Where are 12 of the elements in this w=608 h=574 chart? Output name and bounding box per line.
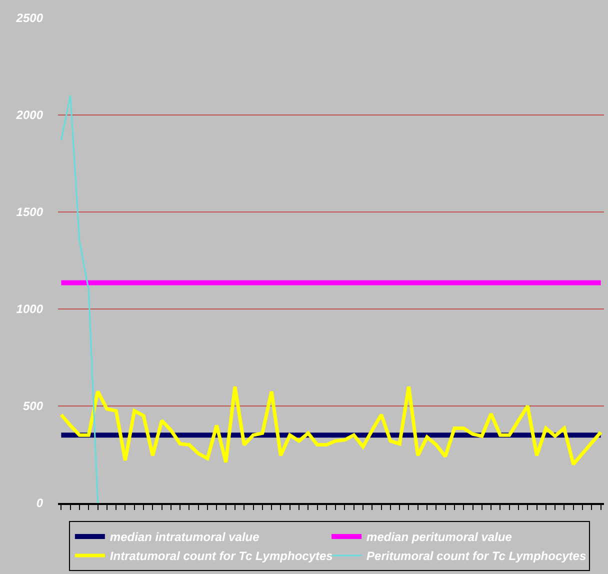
y-tick-label: 2500 [15,11,44,26]
legend-label: median intratumoral value [110,530,260,544]
legend-label: Intratumoral count for Tc Lymphocytes [110,549,334,564]
y-tick-label: 0 [36,496,44,510]
y-tick-label: 1000 [16,302,44,316]
legend-label: median peritumoral value [366,530,512,544]
y-tick-label: 2000 [15,108,44,122]
y-tick-label: 500 [22,399,44,414]
legend-label: Peritumoral count for Tc Lymphocytes [366,549,586,564]
line-series [60,94,99,503]
y-tick-label: 1500 [16,205,44,220]
line-series [59,384,603,466]
